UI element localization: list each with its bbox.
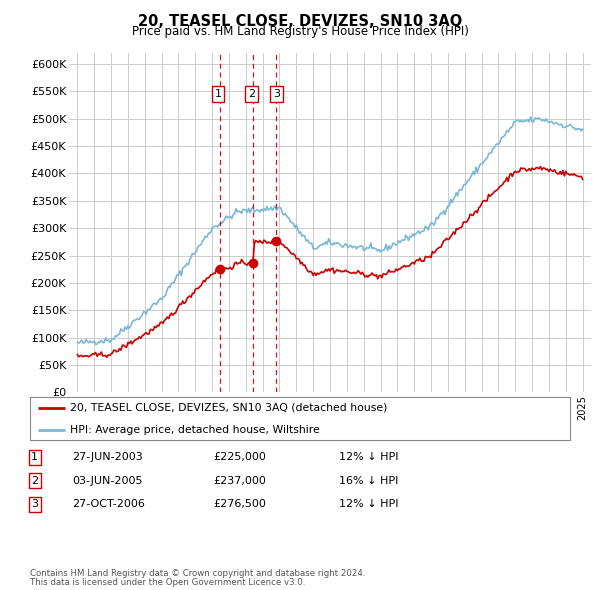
Text: This data is licensed under the Open Government Licence v3.0.: This data is licensed under the Open Gov… (30, 578, 305, 588)
Text: 27-JUN-2003: 27-JUN-2003 (72, 453, 143, 462)
Text: 12% ↓ HPI: 12% ↓ HPI (339, 453, 398, 462)
Text: 1: 1 (214, 89, 221, 99)
Text: Contains HM Land Registry data © Crown copyright and database right 2024.: Contains HM Land Registry data © Crown c… (30, 569, 365, 578)
Text: 16% ↓ HPI: 16% ↓ HPI (339, 476, 398, 486)
Text: 1: 1 (31, 453, 38, 462)
Text: 20, TEASEL CLOSE, DEVIZES, SN10 3AQ (detached house): 20, TEASEL CLOSE, DEVIZES, SN10 3AQ (det… (71, 403, 388, 412)
Text: 20, TEASEL CLOSE, DEVIZES, SN10 3AQ: 20, TEASEL CLOSE, DEVIZES, SN10 3AQ (138, 14, 462, 28)
Text: 2: 2 (31, 476, 38, 486)
Text: Price paid vs. HM Land Registry's House Price Index (HPI): Price paid vs. HM Land Registry's House … (131, 25, 469, 38)
Text: 27-OCT-2006: 27-OCT-2006 (72, 500, 145, 509)
Text: £237,000: £237,000 (213, 476, 266, 486)
Text: 2: 2 (248, 89, 255, 99)
Text: £276,500: £276,500 (213, 500, 266, 509)
Text: 3: 3 (273, 89, 280, 99)
Text: 3: 3 (31, 500, 38, 509)
Text: £225,000: £225,000 (213, 453, 266, 462)
Text: 03-JUN-2005: 03-JUN-2005 (72, 476, 143, 486)
Text: 12% ↓ HPI: 12% ↓ HPI (339, 500, 398, 509)
Text: HPI: Average price, detached house, Wiltshire: HPI: Average price, detached house, Wilt… (71, 425, 320, 435)
